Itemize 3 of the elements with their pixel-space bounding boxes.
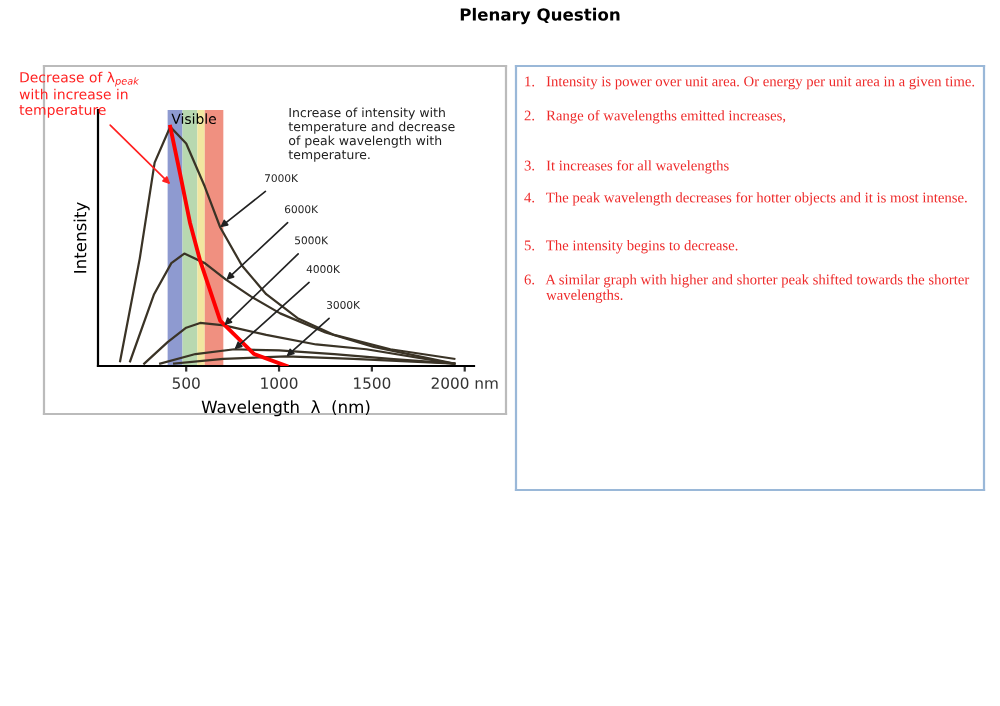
- x-axis-title: Wavelength λ (nm): [201, 400, 370, 417]
- y-axis-title: Intensity: [73, 202, 90, 273]
- text: Plenary Question: [460, 7, 620, 25]
